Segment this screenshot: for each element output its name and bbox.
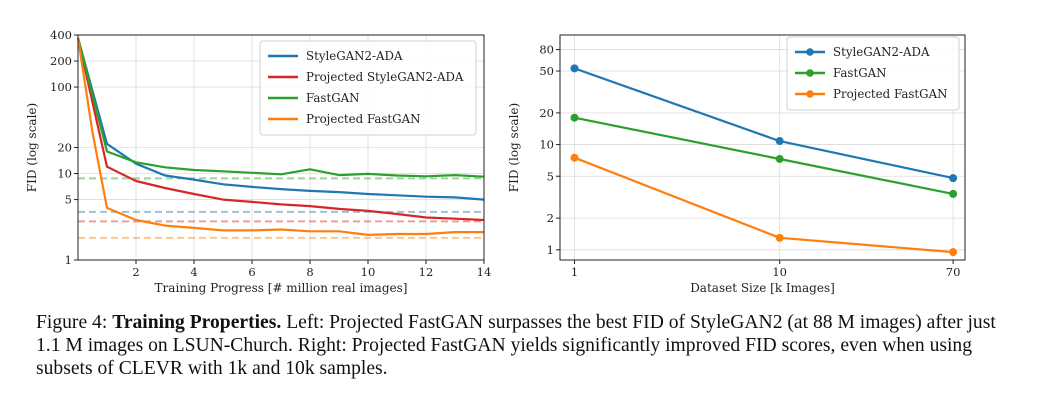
y-tick-label: 50 xyxy=(539,64,554,78)
legend-label-stylegan2-ada: StyleGAN2-ADA xyxy=(833,45,930,59)
y-tick-label: 1 xyxy=(65,253,72,267)
y-tick-label: 1 xyxy=(547,243,554,257)
legend-label-projected-fastgan: Projected FastGAN xyxy=(306,112,420,126)
data-point-fastgan xyxy=(949,189,958,198)
data-point-stylegan2-ada xyxy=(775,137,784,146)
data-point-stylegan2-ada xyxy=(949,174,958,183)
x-tick-label: 8 xyxy=(306,265,313,279)
legend-box xyxy=(259,40,477,136)
legend: StyleGAN2-ADA FastGAN Projected FastGAN xyxy=(786,36,960,111)
y-tick-label: 10 xyxy=(539,138,554,152)
figure-caption: Figure 4: Training Properties. Left: Pro… xyxy=(36,311,996,380)
plot-frame xyxy=(559,34,966,261)
caption-body: Left: Projected FastGAN surpasses the be… xyxy=(36,312,996,379)
x-tick-label: 14 xyxy=(477,265,492,279)
y-axis-label: FID (log scale) xyxy=(507,103,521,192)
x-tick-label: 10 xyxy=(772,265,787,279)
y-tick-label: 400 xyxy=(50,28,72,42)
legend-marker-stylegan2-ada xyxy=(806,48,814,56)
legend-label-projected-fastgan: Projected FastGAN xyxy=(833,87,947,101)
data-point-stylegan2-ada xyxy=(570,64,579,73)
caption-title: Training Properties. xyxy=(112,312,282,333)
x-tick-label: 70 xyxy=(946,265,961,279)
legend-label-fastgan: FastGAN xyxy=(306,91,359,105)
x-axis-label: Dataset Size [k Images] xyxy=(690,281,835,295)
caption-label: Figure 4: xyxy=(36,312,108,333)
data-point-projected-fastgan xyxy=(775,233,784,242)
legend-marker-projected-fastgan xyxy=(806,90,814,98)
series-line-stylegan2-ada xyxy=(76,37,485,201)
right-chart: 1 10 70 1 2 5 10 20 50 80 Dataset Size [k Images] F… xyxy=(507,34,966,295)
series-line-fastgan xyxy=(76,37,485,178)
y-tick-label: 20 xyxy=(539,106,554,120)
y-tick-label: 80 xyxy=(539,43,554,57)
legend-label-projected-stylegan2-ada: Projected StyleGAN2-ADA xyxy=(306,70,464,84)
y-tick-label: 5 xyxy=(547,169,554,183)
x-tick-label: 6 xyxy=(248,265,255,279)
x-tick-label: 4 xyxy=(190,265,197,279)
y-tick-label: 200 xyxy=(50,54,72,68)
legend-label-fastgan: FastGAN xyxy=(833,66,886,80)
y-tick-label: 10 xyxy=(57,167,72,181)
data-point-projected-fastgan xyxy=(949,248,958,257)
left-chart: 2 4 6 8 10 12 14 1 5 10 20 100 200 400 Training Progre… xyxy=(25,28,491,295)
series-line-projected-fastgan xyxy=(76,37,484,236)
y-tick-label: 100 xyxy=(50,80,72,94)
legend-label-stylegan2-ada: StyleGAN2-ADA xyxy=(306,49,403,63)
x-tick-label: 1 xyxy=(571,265,578,279)
data-point-fastgan xyxy=(570,113,579,122)
series-line-projected-fastgan xyxy=(574,156,954,254)
x-tick-label: 12 xyxy=(419,265,434,279)
data-point-fastgan xyxy=(775,154,784,163)
y-axis-label: FID (log scale) xyxy=(25,103,39,192)
y-tick-label: 5 xyxy=(65,193,72,207)
data-point-projected-fastgan xyxy=(570,153,579,162)
legend: StyleGAN2-ADA Projected StyleGAN2-ADA Fast… xyxy=(259,40,477,136)
series-line-fastgan xyxy=(574,116,954,195)
series-line-projected-stylegan2-ada xyxy=(76,37,485,222)
legend-box xyxy=(786,36,960,111)
y-tick-label: 2 xyxy=(547,211,554,225)
y-tick-label: 20 xyxy=(57,141,72,155)
x-tick-label: 2 xyxy=(132,265,139,279)
x-axis-label: Training Progress [# million real images… xyxy=(155,281,408,295)
x-tick-label: 10 xyxy=(361,265,376,279)
legend-marker-fastgan xyxy=(806,69,814,77)
